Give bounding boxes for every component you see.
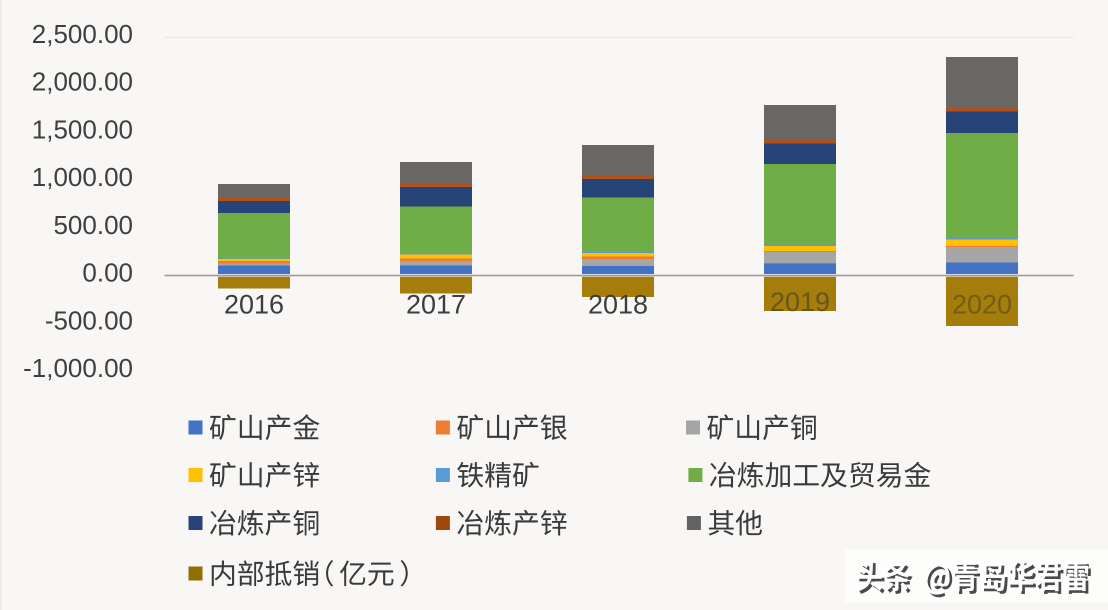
svg-text:2017: 2017: [406, 290, 466, 320]
svg-text:-1,000.00: -1,000.00: [23, 353, 133, 383]
svg-text:-500.00: -500.00: [45, 305, 133, 335]
svg-text:1,500.00: 1,500.00: [32, 114, 133, 144]
svg-text:2016: 2016: [224, 290, 284, 320]
svg-text:2018: 2018: [588, 290, 648, 320]
svg-text:1,000.00: 1,000.00: [32, 162, 133, 192]
svg-text:500.00: 500.00: [53, 210, 133, 240]
svg-text:0.00: 0.00: [82, 258, 133, 288]
svg-text:2,000.00: 2,000.00: [32, 67, 133, 97]
svg-text:2020: 2020: [952, 290, 1012, 320]
svg-text:2,500.00: 2,500.00: [32, 19, 133, 49]
svg-text:2019: 2019: [770, 287, 830, 317]
